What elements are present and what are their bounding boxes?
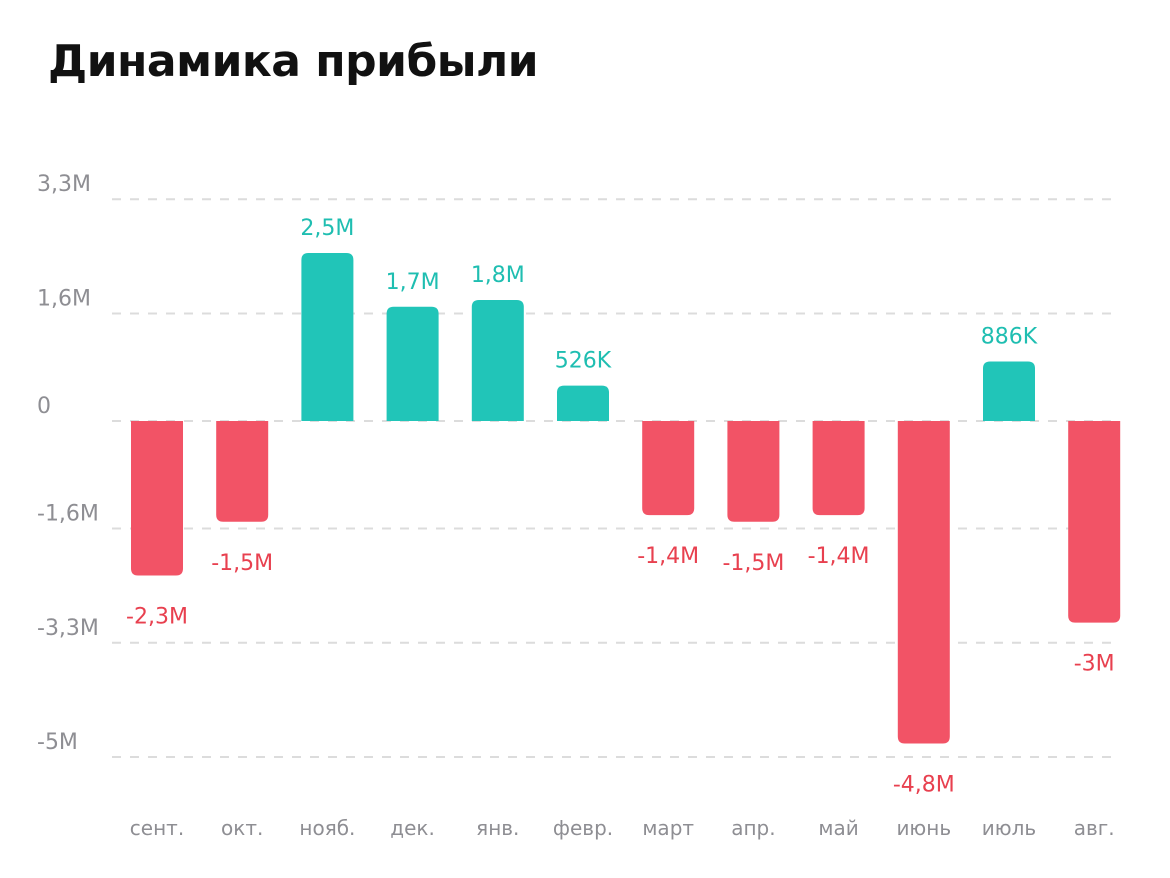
data-labels: -2,3M -1,5M 2,5M 1,7M 1,8M 526K -1,4M -1,5M -1,4… bbox=[126, 216, 1115, 798]
data-label: 526K bbox=[555, 349, 612, 374]
x-tick-label: дек. bbox=[390, 816, 435, 840]
bar bbox=[727, 421, 780, 522]
y-tick-label: 1,6M bbox=[37, 286, 91, 311]
x-tick-label: сент. bbox=[130, 816, 184, 840]
x-tick-label: окт. bbox=[221, 816, 263, 840]
bar bbox=[131, 421, 183, 576]
data-label: 1,7M bbox=[386, 270, 440, 295]
y-tick-label: -3,3M bbox=[37, 616, 99, 641]
data-label: 1,8M bbox=[471, 263, 525, 288]
bar bbox=[642, 421, 695, 516]
bar bbox=[471, 300, 524, 421]
x-axis-ticks: сент. окт. нояб. дек. янв. февр. март апр. май ию… bbox=[130, 816, 1115, 840]
data-label: -2,3M bbox=[126, 605, 188, 630]
bar bbox=[983, 361, 1035, 421]
bar bbox=[1068, 421, 1121, 623]
data-label: -3M bbox=[1074, 652, 1115, 677]
data-label: 2,5M bbox=[300, 216, 354, 241]
y-tick-label: 3,3M bbox=[37, 172, 91, 197]
chart-title: Динамика прибыли bbox=[48, 36, 539, 87]
bar bbox=[557, 385, 609, 421]
y-tick-label: -1,6M bbox=[37, 502, 99, 527]
x-tick-label: авг. bbox=[1074, 816, 1115, 840]
y-axis-ticks: 3,3M 1,6M 0 -1,6M -3,3M -5M bbox=[37, 172, 99, 755]
x-tick-label: апр. bbox=[731, 816, 775, 840]
x-tick-label: февр. bbox=[553, 816, 613, 840]
data-label: 886K bbox=[981, 324, 1038, 349]
y-tick-label: -5M bbox=[37, 730, 78, 755]
data-label: -1,5M bbox=[211, 551, 273, 576]
data-label: -1,5M bbox=[722, 551, 784, 576]
x-tick-label: нояб. bbox=[299, 816, 355, 840]
x-tick-label: июнь bbox=[896, 816, 951, 840]
bars bbox=[131, 253, 1121, 744]
x-tick-label: июль bbox=[982, 816, 1036, 840]
bar bbox=[386, 306, 439, 421]
x-tick-label: янв. bbox=[476, 816, 519, 840]
data-label: -4,8M bbox=[893, 773, 955, 798]
bar bbox=[812, 421, 865, 516]
bar bbox=[216, 421, 269, 522]
data-label: -1,4M bbox=[637, 544, 699, 569]
data-label: -1,4M bbox=[808, 544, 870, 569]
bar bbox=[897, 421, 950, 744]
y-tick-label: 0 bbox=[37, 394, 51, 419]
x-tick-label: май bbox=[818, 816, 858, 840]
x-tick-label: март bbox=[642, 816, 694, 840]
bar bbox=[301, 253, 354, 421]
grid-lines bbox=[112, 198, 1118, 758]
